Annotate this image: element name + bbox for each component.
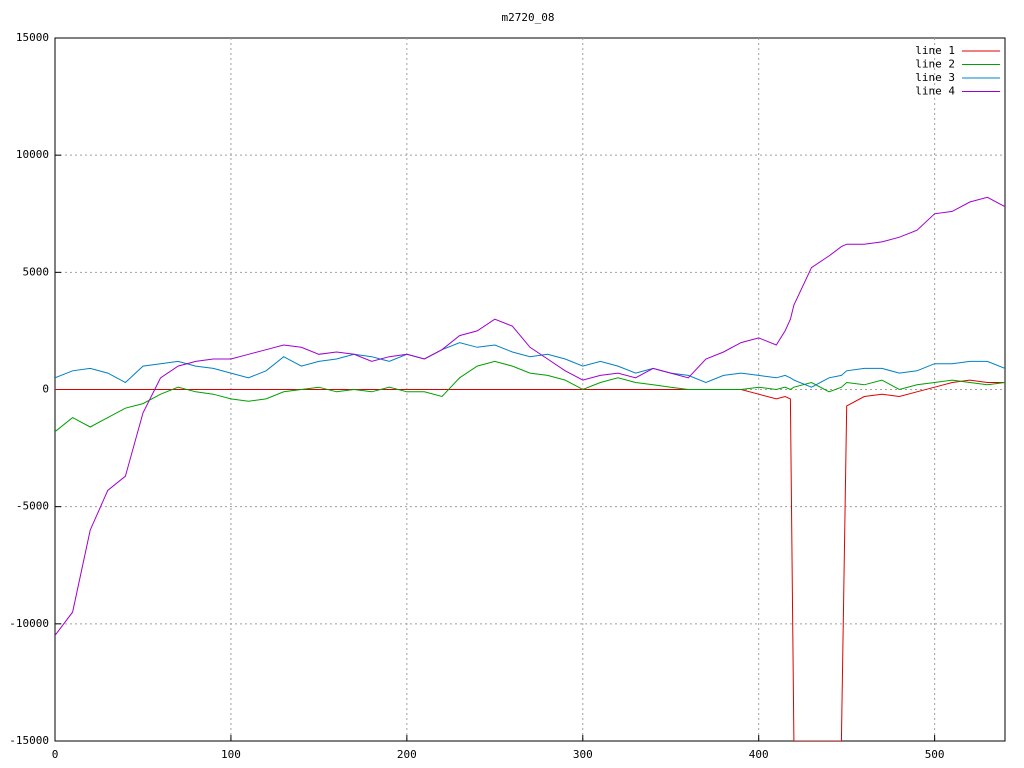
y-tick-label: 15000	[16, 31, 49, 44]
data-line	[55, 379, 1005, 741]
x-tick-label: 500	[925, 748, 945, 761]
legend-label: line 1	[915, 44, 955, 57]
legend-label: line 3	[915, 71, 955, 84]
x-tick-label: 200	[397, 748, 417, 761]
y-tick-label: -15000	[9, 734, 49, 747]
data-line	[55, 196, 1005, 636]
y-tick-label: 5000	[23, 265, 50, 278]
x-tick-label: 300	[573, 748, 593, 761]
chart-title: m2720_08	[502, 11, 555, 24]
y-tick-label: 10000	[16, 148, 49, 161]
data-line	[55, 360, 1005, 433]
legend-label: line 2	[915, 58, 955, 71]
y-tick-label: -10000	[9, 617, 49, 630]
data-line	[55, 342, 1005, 388]
y-tick-label: 0	[42, 383, 49, 396]
x-tick-label: 100	[221, 748, 241, 761]
y-tick-label: -5000	[16, 500, 49, 513]
x-tick-label: 400	[749, 748, 769, 761]
legend-label: line 4	[915, 85, 955, 98]
x-tick-label: 0	[52, 748, 59, 761]
